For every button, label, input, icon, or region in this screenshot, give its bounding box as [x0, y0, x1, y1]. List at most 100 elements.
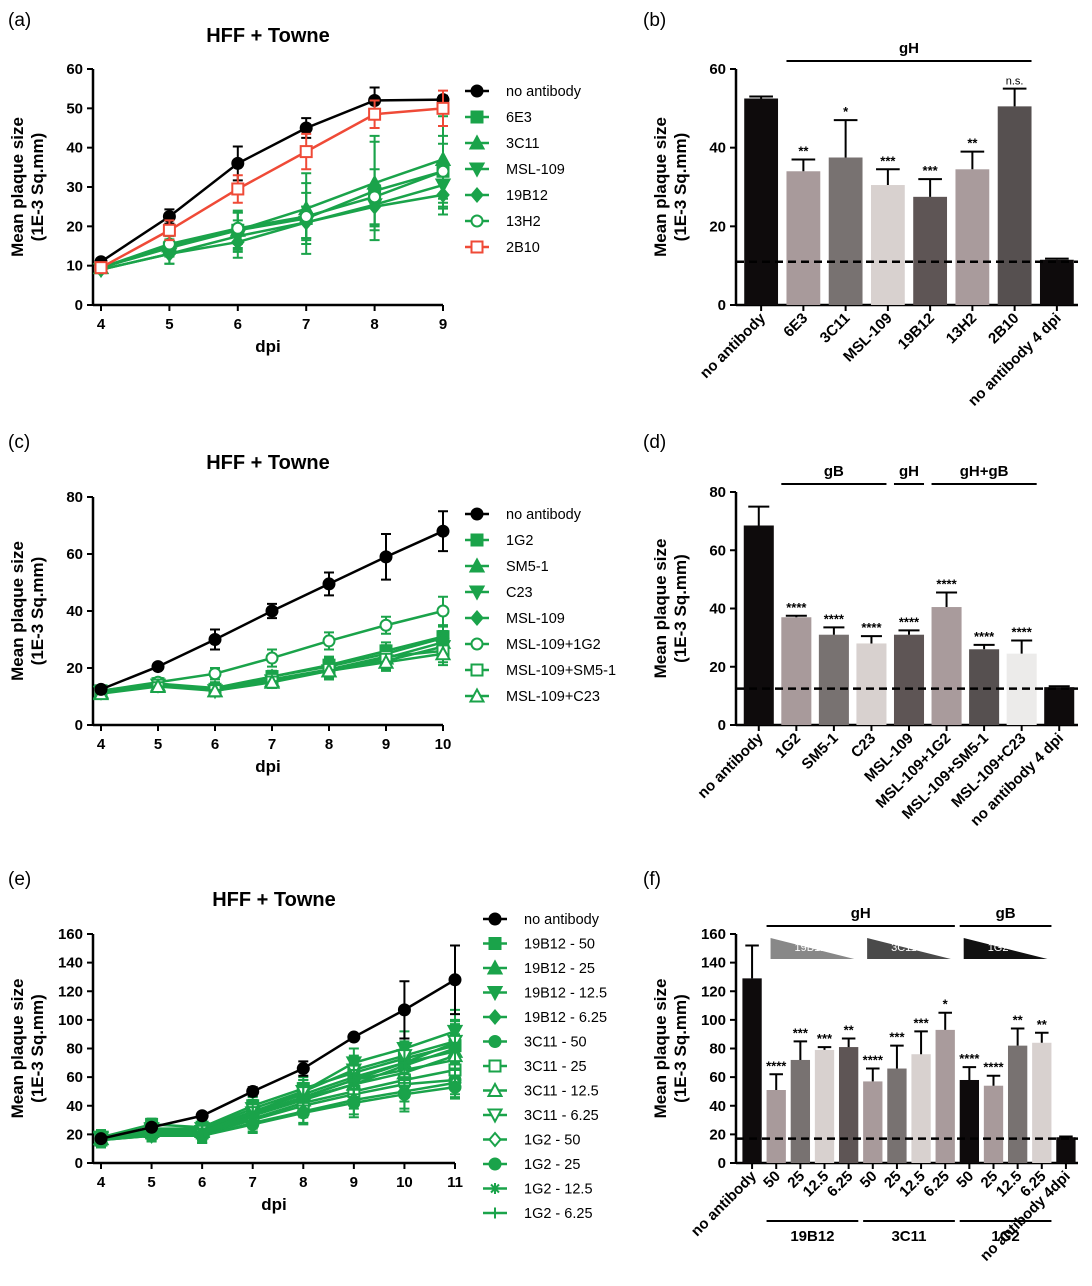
significance-label: **** — [1012, 625, 1033, 640]
y-tick-label: 40 — [709, 1098, 726, 1115]
data-point — [162, 223, 176, 237]
y-tick-label: 160 — [701, 926, 726, 943]
data-point — [377, 653, 395, 669]
y-tick-label: 80 — [709, 484, 726, 501]
legend-label: MSL-109+1G2 — [506, 637, 601, 653]
error-bar — [745, 944, 759, 979]
error-bar — [890, 1044, 904, 1069]
legend-item: MSL-109+C23 — [465, 687, 600, 705]
bar — [743, 525, 774, 725]
bar-group: **** 1G2 — [772, 600, 812, 762]
legend-item: 19B12 - 50 — [483, 937, 595, 953]
significance-label: ** — [1013, 1012, 1024, 1027]
y-axis-label-units: (1E-3 Sq.mm) — [671, 133, 690, 242]
bar — [969, 649, 1000, 725]
error-bar — [1002, 87, 1027, 107]
error-bar — [960, 150, 985, 170]
y-axis-label: Mean plaque size — [651, 979, 670, 1119]
data-point — [208, 633, 222, 646]
legend-marker — [488, 937, 502, 950]
x-tick-label: 8 — [325, 736, 333, 753]
legend-marker — [470, 240, 484, 254]
error-bar — [1010, 1027, 1025, 1046]
error-bar — [793, 1040, 808, 1060]
y-tick-label: 30 — [66, 179, 83, 196]
bar — [863, 1081, 883, 1163]
data-point — [322, 634, 336, 648]
bar — [893, 634, 925, 725]
legend-marker — [470, 663, 484, 677]
group-bracket: gH — [786, 40, 1032, 62]
legend-marker — [489, 1183, 501, 1194]
data-point — [299, 121, 313, 135]
chart-d: 0 20 40 60 80 Mean plaque size (1E-3 Sq.mm) no … — [651, 463, 1078, 830]
y-tick-label: 140 — [58, 955, 83, 972]
bar — [997, 106, 1032, 305]
panel-label-f: (f) — [643, 869, 661, 890]
y-tick-label: 60 — [709, 542, 726, 559]
legend-label: 19B12 - 25 — [524, 961, 595, 977]
data-point — [397, 1087, 411, 1101]
legend-marker — [468, 687, 486, 703]
significance-label: **** — [786, 600, 807, 615]
x-tick-label: 6.25 — [920, 1168, 953, 1201]
legend-item: 1G2 - 50 — [483, 1131, 580, 1149]
y-axis-label-units: (1E-3 Sq.mm) — [28, 994, 47, 1103]
data-point — [320, 662, 338, 678]
significance-label: *** — [923, 163, 939, 178]
data-point — [208, 667, 222, 681]
error-bar — [1011, 639, 1033, 654]
bar — [786, 171, 821, 305]
series-line — [100, 170, 444, 269]
legend-item: 3C11 - 6.25 — [483, 1108, 599, 1124]
group-label: gH+gB — [960, 463, 1009, 480]
y-tick-label: 60 — [709, 1069, 726, 1086]
error-bar — [986, 1074, 1001, 1086]
x-tick-label: 4 — [97, 1174, 106, 1191]
panel-label-e: (e) — [8, 869, 31, 890]
data-point — [265, 604, 279, 618]
bar-group: n.s. 2B10 — [985, 76, 1032, 347]
subgroup-label: 1G2 — [991, 1228, 1019, 1245]
error-bar — [785, 614, 807, 618]
bar — [913, 196, 948, 305]
y-tick-label: 50 — [66, 100, 83, 117]
data-point — [436, 164, 450, 178]
y-axis-label: Mean plaque size — [651, 117, 670, 257]
significance-label: *** — [889, 1030, 905, 1045]
error-bar — [823, 626, 845, 635]
panel-label-a: (a) — [8, 10, 31, 31]
x-tick-label: 7 — [302, 316, 310, 333]
legend-label: 2B10 — [506, 240, 540, 256]
subgroup-label: 3C11 — [891, 1228, 926, 1245]
dose-gradient: 1G2 — [963, 938, 1048, 959]
error-bar — [918, 178, 942, 197]
legend-label: no antibody — [506, 507, 582, 523]
x-axis-label: dpi — [255, 337, 281, 356]
gradient-triangle — [770, 938, 855, 959]
bar-group: ***25 — [784, 1025, 811, 1192]
y-tick-label: 120 — [701, 983, 726, 1000]
legend-label: 1G2 - 25 — [524, 1157, 580, 1173]
legend-marker — [486, 959, 504, 975]
series-line — [100, 158, 444, 269]
bar — [1032, 1042, 1052, 1163]
bar — [931, 607, 962, 725]
x-tick-label: 50 — [953, 1168, 977, 1192]
x-tick-label: 9 — [350, 1174, 358, 1191]
data-point — [436, 524, 450, 538]
data-point — [322, 577, 336, 591]
bar — [818, 634, 849, 725]
group-label: gB — [824, 463, 844, 480]
bar-group: **** 50 — [953, 1051, 980, 1192]
data-point — [265, 651, 279, 665]
y-tick-label: 80 — [709, 1041, 726, 1058]
significance-label: n.s. — [1006, 76, 1024, 88]
series-no-antibody — [94, 944, 462, 1146]
legend-marker — [468, 585, 486, 601]
legend-label: SM5-1 — [506, 559, 549, 575]
data-point — [247, 1107, 259, 1119]
legend-item: SM5-1 — [465, 557, 549, 575]
y-tick-label: 40 — [709, 140, 726, 157]
